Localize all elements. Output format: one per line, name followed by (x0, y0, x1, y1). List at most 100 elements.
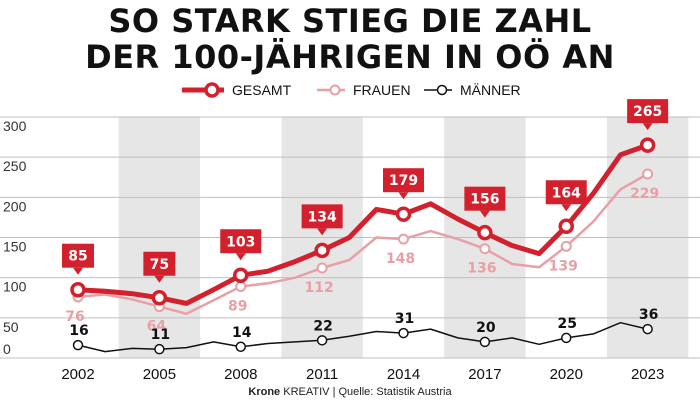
x-tick-label: 2014 (387, 366, 420, 383)
x-tick-label: 2017 (468, 366, 501, 383)
data-point-maenner (479, 336, 491, 348)
legend-label-maenner: MÄNNER (460, 82, 521, 98)
legend-swatch-maenner (424, 84, 452, 96)
x-tick-label: 2008 (224, 366, 257, 383)
data-label-pointer-gesamt (235, 253, 246, 261)
footer-brand: Krone (248, 386, 281, 398)
y-tick-label: 300 (3, 118, 27, 134)
footer-brand-suffix: KREATIV (283, 386, 330, 398)
data-label-frauen: 76 (65, 309, 84, 325)
data-point-gesamt (151, 290, 168, 306)
y-tick-label: 100 (3, 279, 27, 295)
data-point-frauen (316, 262, 328, 274)
data-point-frauen (72, 291, 84, 303)
footer-separator: | (332, 386, 336, 398)
footer: Krone KREATIV | Quelle: Statistik Austri… (0, 386, 700, 398)
background-band (444, 117, 526, 358)
data-label-maenner: 22 (313, 318, 332, 334)
data-label-gesamt: 156 (470, 192, 499, 208)
data-point-frauen (479, 243, 491, 255)
data-label-pointer-gesamt (73, 267, 83, 275)
data-label-pointer-gesamt (561, 204, 572, 212)
data-point-gesamt (70, 281, 86, 298)
series-line-frauen (76, 172, 649, 316)
data-point-maenner (642, 323, 653, 335)
legend-label-gesamt: GESAMT (232, 82, 292, 98)
legend-label-frauen: FRAUEN (353, 82, 411, 98)
data-label-frauen: 89 (228, 299, 247, 315)
data-point-gesamt (558, 218, 574, 235)
data-label-gesamt: 85 (68, 249, 87, 265)
data-point-gesamt (477, 224, 493, 241)
legend-item-frauen: FRAUEN (315, 78, 411, 102)
data-label-maenner: 36 (639, 307, 658, 323)
data-label-frauen: 139 (549, 258, 578, 274)
chart-title-line-1: SO STARK STIEG DIE ZAHL (108, 2, 592, 40)
legend-swatch-frauen (317, 84, 345, 96)
background-band (281, 117, 363, 358)
data-point-gesamt (314, 242, 330, 259)
legend-item-maenner: MÄNNER (422, 78, 521, 102)
data-label-gesamt: 265 (633, 104, 662, 120)
y-tick-label: 0 (3, 341, 11, 357)
data-label-box-gesamt (220, 229, 262, 254)
data-label-gesamt: 179 (389, 173, 418, 189)
footer-source: Quelle: Statistik Austria (338, 386, 452, 398)
data-point-gesamt (233, 267, 249, 284)
x-tick-label: 2011 (306, 366, 338, 383)
y-tick-label: 150 (3, 239, 27, 255)
data-point-frauen (642, 168, 654, 180)
data-label-maenner: 31 (395, 311, 414, 327)
data-point-maenner (235, 341, 246, 353)
x-tick-label: 2020 (550, 366, 583, 383)
background-band (606, 117, 689, 358)
y-tick-label: 250 (3, 158, 27, 174)
data-point-frauen (153, 301, 165, 313)
data-label-gesamt: 164 (552, 185, 581, 201)
data-point-maenner (154, 343, 165, 355)
data-point-frauen (560, 240, 572, 252)
x-tick-label: 2002 (61, 366, 94, 383)
data-point-maenner (561, 332, 572, 344)
data-point-maenner (72, 339, 84, 351)
data-point-frauen (398, 233, 409, 245)
data-label-pointer-gesamt (479, 210, 490, 218)
data-point-frauen (235, 281, 247, 293)
chart-title-line-2: DER 100-JÄHRIGEN IN OÖ AN (85, 38, 615, 76)
series-line-gesamt (75, 142, 651, 306)
data-label-box-gesamt (301, 204, 343, 229)
data-label-frauen: 148 (386, 251, 415, 267)
data-label-box-gesamt (143, 251, 176, 276)
background-band (118, 117, 201, 358)
data-label-pointer-gesamt (317, 228, 328, 236)
data-label-maenner: 25 (558, 316, 577, 332)
data-label-gesamt: 134 (308, 209, 337, 225)
data-label-frauen: 229 (630, 186, 659, 202)
data-label-frauen: 64 (147, 319, 167, 335)
data-label-maenner: 20 (476, 320, 496, 336)
series-line-maenner (77, 321, 649, 353)
data-label-box-gesamt (383, 168, 424, 193)
data-label-gesamt: 75 (150, 257, 169, 273)
legend-swatch-gesamt (182, 82, 224, 98)
y-tick-label: 50 (3, 319, 19, 335)
data-point-gesamt (395, 206, 412, 222)
data-label-maenner: 16 (69, 323, 88, 339)
legend-item-gesamt: GESAMT (180, 78, 291, 102)
x-tick-label: 2023 (631, 366, 664, 383)
y-tick-label: 200 (3, 198, 27, 214)
data-label-pointer-gesamt (398, 192, 409, 200)
data-label-gesamt: 103 (226, 234, 255, 250)
data-label-maenner: 14 (232, 325, 252, 341)
data-label-pointer-gesamt (154, 275, 165, 283)
data-label-box-gesamt (545, 180, 587, 205)
data-point-maenner (316, 335, 328, 346)
legend: GESAMT FRAUEN MÄNNER (0, 78, 700, 102)
data-label-frauen: 112 (305, 280, 334, 296)
data-label-maenner: 11 (151, 327, 170, 343)
x-tick-label: 2005 (143, 366, 176, 383)
data-label-box-gesamt (62, 243, 94, 268)
data-label-frauen: 136 (467, 261, 496, 277)
data-label-box-gesamt (627, 99, 669, 124)
data-label-pointer-gesamt (642, 123, 653, 131)
